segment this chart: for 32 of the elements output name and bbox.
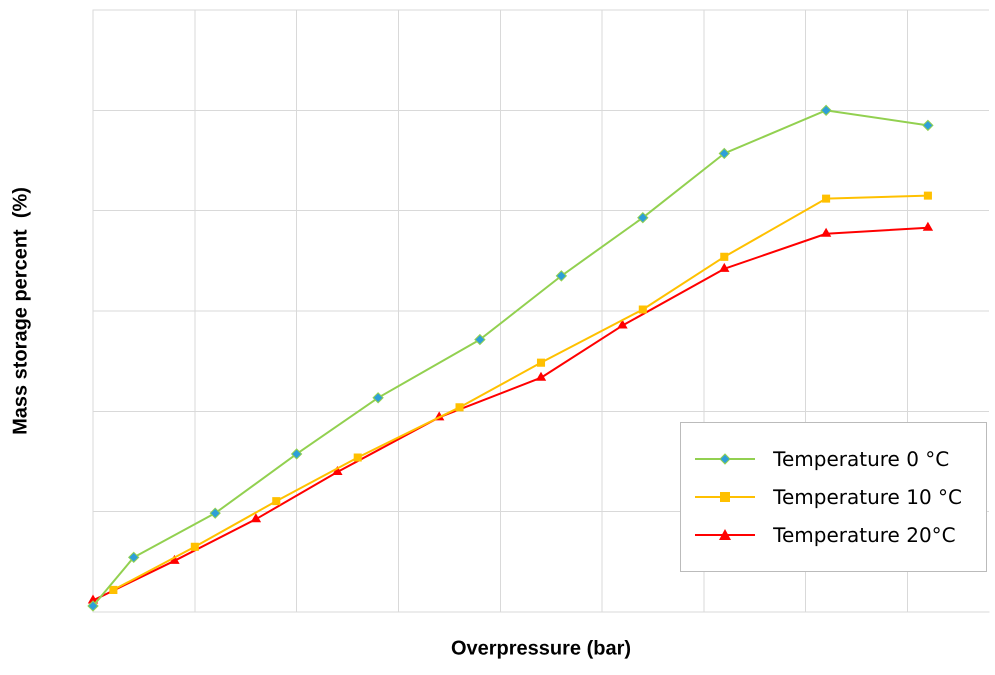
point (128, 552, 140, 563)
point (354, 453, 362, 462)
point (922, 120, 934, 131)
point (822, 194, 830, 203)
legend-label: Temperature 20°C (773, 523, 956, 547)
point (251, 514, 261, 522)
point (821, 228, 831, 237)
point (820, 104, 832, 116)
point (210, 508, 221, 519)
point (638, 305, 647, 314)
point (719, 263, 730, 272)
legend-label: Temperature 0 °C (773, 447, 950, 471)
y-axis-title: Mass storage percent (%) (10, 187, 32, 435)
point (536, 358, 546, 367)
point (536, 372, 546, 381)
point (456, 403, 464, 412)
point (291, 448, 302, 460)
point (88, 600, 98, 612)
point (718, 148, 730, 159)
x-axis-title: Overpressure (bar) (450, 638, 632, 660)
point (109, 586, 118, 594)
point (637, 212, 648, 224)
point (923, 222, 933, 231)
point (556, 270, 567, 282)
point (272, 497, 280, 506)
legend-label: Temperature 10 °C (773, 485, 962, 509)
point (924, 192, 932, 200)
point (618, 320, 628, 329)
point (190, 542, 199, 551)
point (474, 334, 486, 346)
point (372, 392, 384, 404)
point (720, 252, 728, 261)
